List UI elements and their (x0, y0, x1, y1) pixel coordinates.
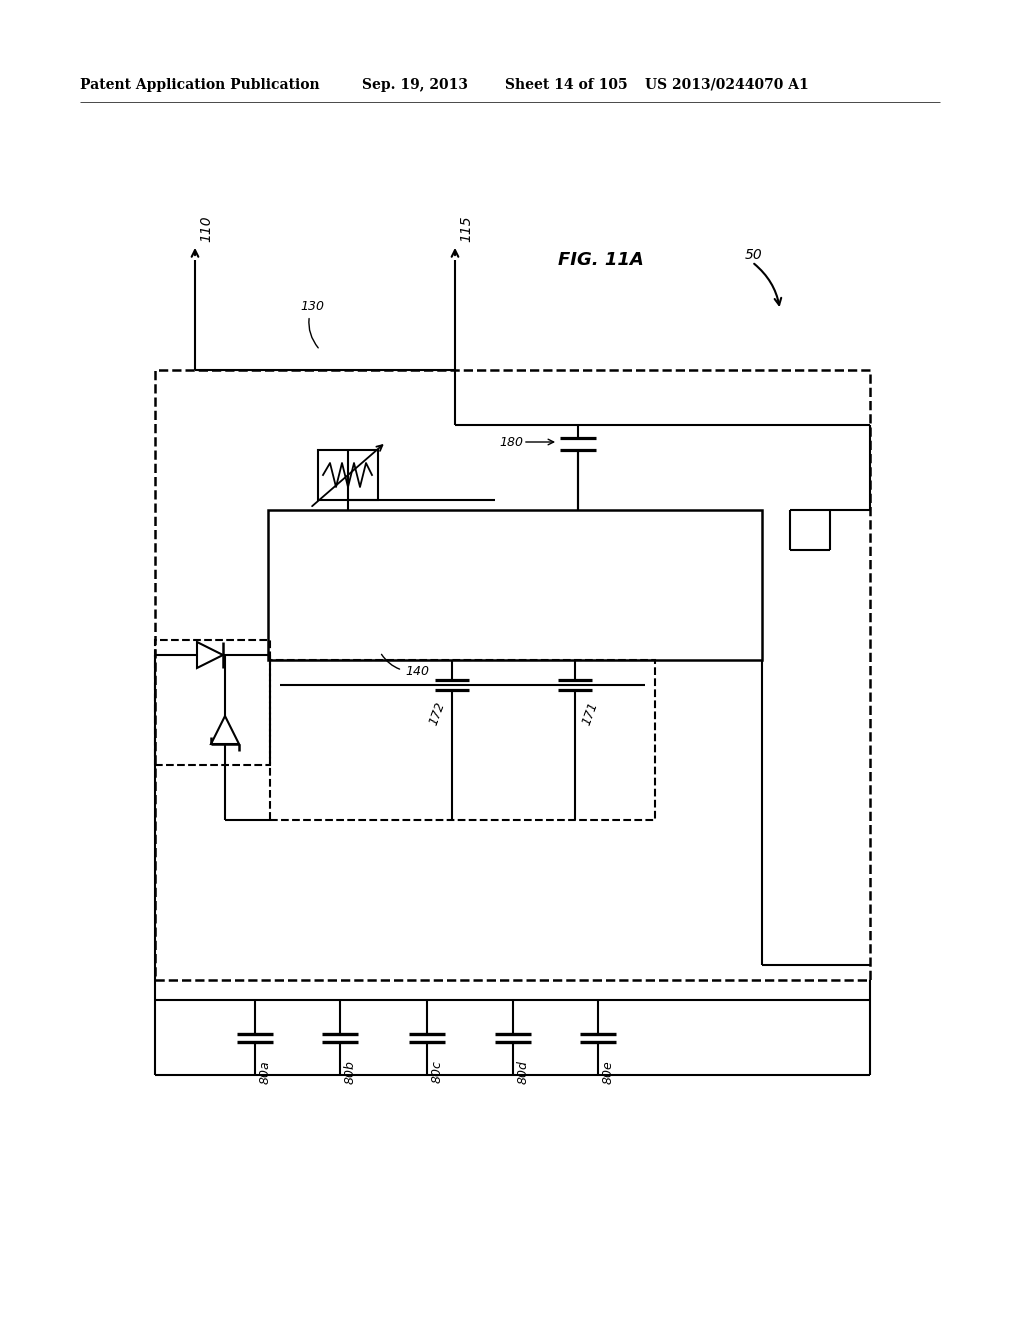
Bar (155, 370, 870, 979)
Text: US 2013/0244070 A1: US 2013/0244070 A1 (645, 78, 809, 92)
Text: 110: 110 (199, 215, 213, 242)
Text: 50: 50 (745, 248, 763, 261)
Text: 80c: 80c (431, 1060, 444, 1082)
Text: 80e: 80e (602, 1060, 615, 1084)
Text: Patent Application Publication: Patent Application Publication (80, 78, 319, 92)
Text: Sheet 14 of 105: Sheet 14 of 105 (505, 78, 628, 92)
Text: 115: 115 (459, 215, 473, 242)
Text: 80a: 80a (259, 1060, 272, 1084)
Bar (318, 450, 378, 500)
Bar (155, 640, 270, 766)
Text: 180: 180 (499, 436, 523, 449)
Text: 80d: 80d (517, 1060, 530, 1084)
Text: Sep. 19, 2013: Sep. 19, 2013 (362, 78, 468, 92)
Text: FIG. 11A: FIG. 11A (558, 251, 644, 269)
Text: 171: 171 (580, 700, 600, 727)
Text: 130: 130 (300, 300, 324, 348)
Text: 172: 172 (427, 700, 447, 727)
Bar (268, 510, 762, 660)
Bar (270, 660, 655, 820)
Text: 140: 140 (382, 655, 429, 678)
Text: 80b: 80b (344, 1060, 357, 1084)
